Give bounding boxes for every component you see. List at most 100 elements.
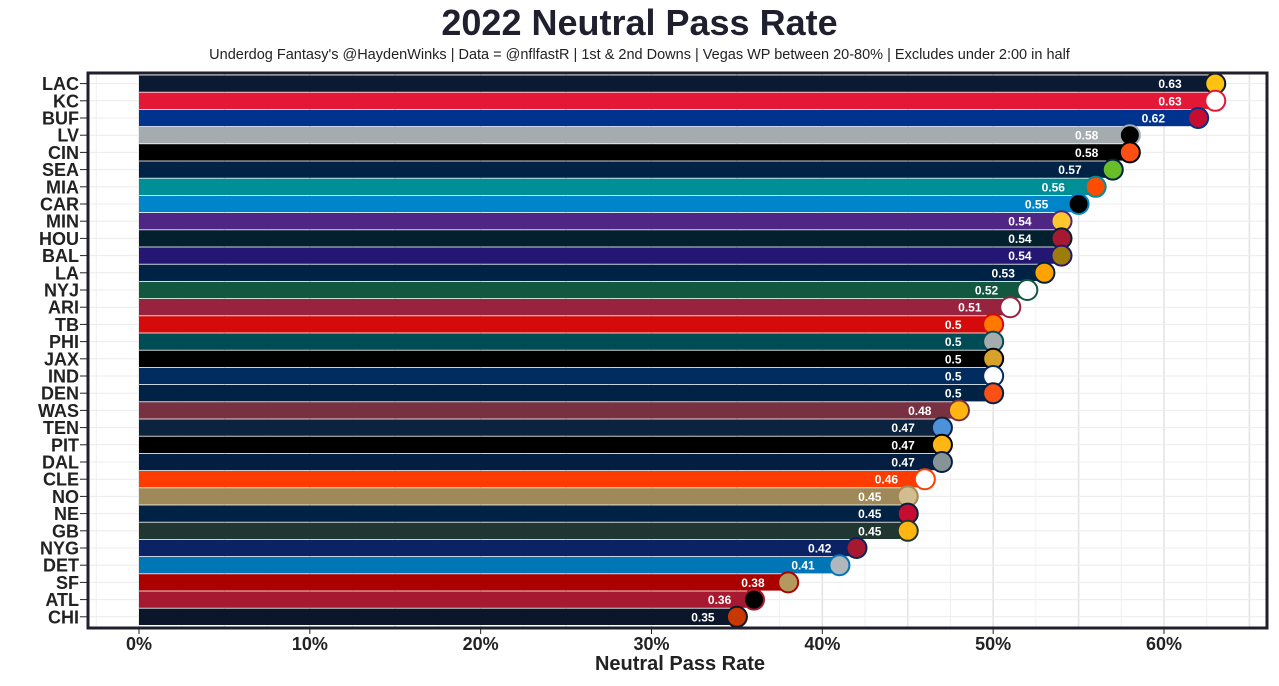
- data-label: 0.46: [875, 473, 899, 487]
- y-tick-label: CHI: [48, 607, 79, 627]
- bar-ne: [139, 505, 908, 522]
- bar-nyg: [139, 539, 857, 557]
- team-logo-icon: [1118, 141, 1141, 164]
- team-logo-icon: [1084, 175, 1107, 198]
- bar-phi: [139, 333, 994, 350]
- team-logo-icon: [913, 468, 936, 491]
- x-tick-label: 30%: [633, 634, 669, 654]
- data-label: 0.54: [1008, 215, 1032, 229]
- y-tick-label: ATL: [45, 590, 79, 610]
- bar-bal: [139, 247, 1062, 264]
- data-label: 0.5: [945, 387, 962, 401]
- bar-car: [139, 195, 1079, 213]
- data-label: 0.52: [975, 284, 999, 298]
- data-label: 0.63: [1158, 94, 1182, 108]
- bar-ind: [139, 367, 994, 385]
- team-logo-icon: [896, 519, 919, 542]
- bar-den: [139, 385, 994, 402]
- data-label: 0.58: [1075, 146, 1099, 160]
- data-label: 0.51: [958, 301, 982, 315]
- data-label: 0.5: [945, 352, 962, 366]
- y-tick-label: PHI: [49, 332, 79, 352]
- bar-was: [139, 402, 959, 419]
- bar-lv: [139, 127, 1130, 144]
- bar-sf: [139, 574, 789, 591]
- bar-gb: [139, 522, 908, 539]
- y-tick-label: CLE: [43, 470, 79, 490]
- team-logo-icon: [999, 296, 1022, 319]
- bar-dal: [139, 453, 942, 471]
- y-tick-label: DAL: [42, 453, 79, 473]
- y-tick-label: CAR: [40, 195, 79, 215]
- team-logo-icon: [828, 554, 851, 577]
- data-label: 0.58: [1075, 129, 1099, 143]
- chart-title: 2022 Neutral Pass Rate: [441, 2, 838, 43]
- data-label: 0.54: [1008, 232, 1032, 246]
- team-logo-icon: [1050, 244, 1073, 267]
- team-logo-icon: [777, 571, 800, 594]
- y-tick-label: KC: [53, 91, 79, 111]
- data-label: 0.36: [708, 593, 732, 607]
- data-label: 0.47: [891, 421, 915, 435]
- data-label: 0.47: [891, 438, 915, 452]
- y-tick-label: GB: [52, 521, 79, 541]
- data-label: 0.45: [858, 490, 882, 504]
- x-axis-label: Neutral Pass Rate: [594, 653, 766, 675]
- bar-atl: [139, 591, 754, 608]
- bar-kc: [139, 92, 1216, 109]
- y-tick-label: WAS: [38, 401, 79, 421]
- team-logo-icon: [743, 588, 765, 611]
- bar-ari: [139, 299, 1011, 316]
- y-tick-label: NYJ: [44, 281, 79, 301]
- bar-jax: [139, 350, 994, 367]
- y-tick-label: BAL: [42, 246, 79, 266]
- plot-border: [86, 71, 1269, 630]
- y-tick-label: JAX: [44, 349, 79, 369]
- y-tick-label: CIN: [48, 143, 79, 163]
- bar-la: [139, 264, 1045, 281]
- y-tick-label: SEA: [42, 160, 79, 180]
- bar-cle: [139, 471, 925, 488]
- y-tick-label: MIN: [46, 212, 79, 232]
- y-tick-label: DEN: [41, 384, 79, 404]
- y-tick-label: SF: [56, 573, 79, 593]
- data-label: 0.57: [1058, 163, 1082, 177]
- team-logo-icon: [845, 537, 868, 559]
- x-tick-label: 40%: [804, 634, 840, 654]
- x-tick-label: 50%: [975, 634, 1011, 654]
- data-label: 0.53: [992, 266, 1016, 280]
- y-tick-label: TEN: [43, 418, 79, 438]
- team-logo-icon: [1067, 193, 1090, 215]
- y-tick-label: HOU: [39, 229, 79, 249]
- x-tick-label: 10%: [292, 634, 328, 654]
- bar-ten: [139, 419, 942, 436]
- y-tick-label: LAC: [42, 74, 79, 94]
- bar-no: [139, 488, 908, 505]
- chart-subtitle: Underdog Fantasy's @HaydenWinks | Data =…: [209, 47, 1070, 63]
- bar-min: [139, 213, 1062, 230]
- bar-mia: [139, 178, 1096, 195]
- team-logo-icon: [1101, 158, 1124, 181]
- team-logo-icon: [1187, 107, 1210, 129]
- x-tick-label: 60%: [1146, 634, 1182, 654]
- bar-lac: [139, 75, 1216, 92]
- team-logo-icon: [1016, 279, 1039, 301]
- data-label: 0.47: [891, 456, 915, 470]
- bar-hou: [139, 230, 1062, 247]
- data-label: 0.48: [908, 404, 932, 418]
- data-label: 0.41: [791, 559, 815, 573]
- y-tick-label: LV: [57, 126, 79, 146]
- team-logo-icon: [948, 399, 970, 422]
- data-label: 0.56: [1042, 180, 1066, 194]
- bar-chi: [139, 608, 737, 625]
- data-label: 0.54: [1008, 249, 1032, 263]
- y-tick-label: PIT: [51, 435, 79, 455]
- bar-tb: [139, 316, 994, 333]
- y-tick-label: LA: [55, 263, 79, 283]
- y-tick-label: MIA: [46, 177, 79, 197]
- data-label: 0.5: [945, 335, 962, 349]
- y-tick-label: IND: [48, 367, 79, 387]
- y-tick-label: ARI: [48, 298, 79, 318]
- x-tick-label: 20%: [463, 634, 499, 654]
